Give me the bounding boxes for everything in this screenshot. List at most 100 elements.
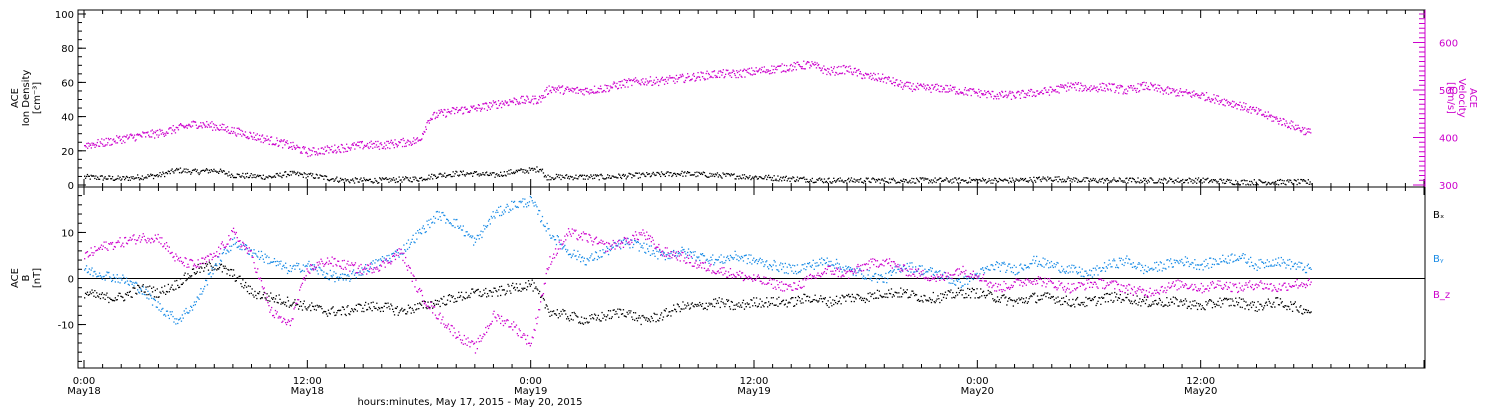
data-point: [155, 296, 157, 298]
data-point: [1062, 297, 1065, 299]
data-point: [651, 84, 653, 86]
data-point: [358, 181, 360, 183]
data-point: [297, 303, 299, 306]
data-point: [171, 129, 174, 131]
data-point: [692, 74, 694, 76]
data-point: [833, 66, 835, 68]
data-point: [285, 176, 288, 178]
data-point: [593, 177, 596, 179]
data-point: [629, 173, 631, 175]
data-point: [517, 206, 519, 209]
data-point: [569, 88, 571, 90]
data-point: [611, 175, 613, 177]
data-point: [95, 143, 97, 146]
data-point: [1229, 103, 1231, 105]
data-point: [148, 293, 150, 296]
data-point: [462, 170, 464, 172]
data-point: [958, 88, 960, 91]
data-point: [1211, 181, 1214, 183]
data-point: [923, 87, 925, 89]
data-point: [934, 177, 936, 179]
data-point: [317, 306, 319, 308]
data-point: [413, 311, 415, 314]
data-point: [496, 290, 498, 293]
data-point: [169, 127, 171, 129]
data-point: [175, 288, 177, 290]
data-point: [453, 218, 455, 221]
data-point: [303, 300, 305, 302]
data-point: [625, 178, 627, 180]
data-point: [382, 310, 384, 312]
data-point: [325, 175, 328, 178]
data-point: [93, 144, 95, 146]
data-point: [212, 266, 214, 268]
data-point: [151, 304, 154, 306]
data-point: [1231, 106, 1233, 108]
data-point: [241, 285, 243, 288]
data-point: [135, 177, 137, 179]
data-point: [813, 299, 815, 301]
data-point: [240, 176, 242, 178]
data-point: [1173, 91, 1176, 93]
data-point: [1167, 305, 1169, 307]
data-point: [555, 243, 558, 246]
data-point: [522, 95, 524, 98]
data-point: [254, 290, 256, 293]
data-point: [264, 140, 266, 142]
data-point: [321, 308, 323, 310]
data-point: [1216, 304, 1218, 306]
data-point: [115, 142, 117, 144]
data-point: [142, 284, 144, 286]
data-point: [124, 299, 126, 301]
data-point: [1127, 182, 1129, 184]
data-point: [867, 73, 870, 76]
data-point: [189, 125, 191, 127]
data-point: [116, 142, 119, 144]
data-point: [802, 302, 804, 304]
data-point: [291, 304, 293, 306]
data-point: [90, 293, 92, 295]
data-point: [197, 172, 199, 174]
data-point: [480, 174, 482, 176]
data-point: [998, 92, 1001, 94]
data-point: [313, 308, 316, 311]
data-point: [104, 145, 106, 147]
data-point: [193, 121, 195, 123]
data-point: [306, 265, 308, 267]
data-point: [1183, 91, 1185, 93]
data-point: [885, 76, 887, 79]
data-point: [955, 177, 957, 179]
data-point: [1132, 85, 1135, 87]
data-point: [828, 306, 830, 308]
data-point: [281, 140, 283, 142]
data-point: [294, 172, 296, 174]
data-point: [791, 297, 793, 299]
data-point: [140, 178, 143, 180]
data-point: [1133, 178, 1135, 181]
data-point: [441, 212, 443, 214]
data-point: [127, 138, 129, 140]
data-point: [618, 173, 620, 175]
data-point: [244, 284, 246, 287]
data-point: [663, 173, 665, 176]
data-point: [1206, 304, 1208, 306]
data-point: [1185, 179, 1188, 181]
data-point: [1146, 87, 1148, 89]
data-point: [397, 314, 399, 316]
data-point: [899, 296, 901, 298]
data-point: [1265, 184, 1268, 186]
data-point: [121, 279, 123, 281]
data-point: [1084, 305, 1086, 308]
data-point: [594, 314, 597, 316]
data-point: [440, 297, 442, 300]
data-point: [633, 78, 635, 80]
data-point: [752, 176, 754, 178]
data-point: [540, 170, 543, 172]
data-point: [454, 173, 456, 175]
data-point: [292, 265, 294, 267]
data-point: [959, 182, 961, 184]
data-point: [523, 206, 525, 208]
data-point: [1251, 182, 1254, 184]
data-point: [146, 294, 148, 296]
data-point: [958, 93, 960, 95]
